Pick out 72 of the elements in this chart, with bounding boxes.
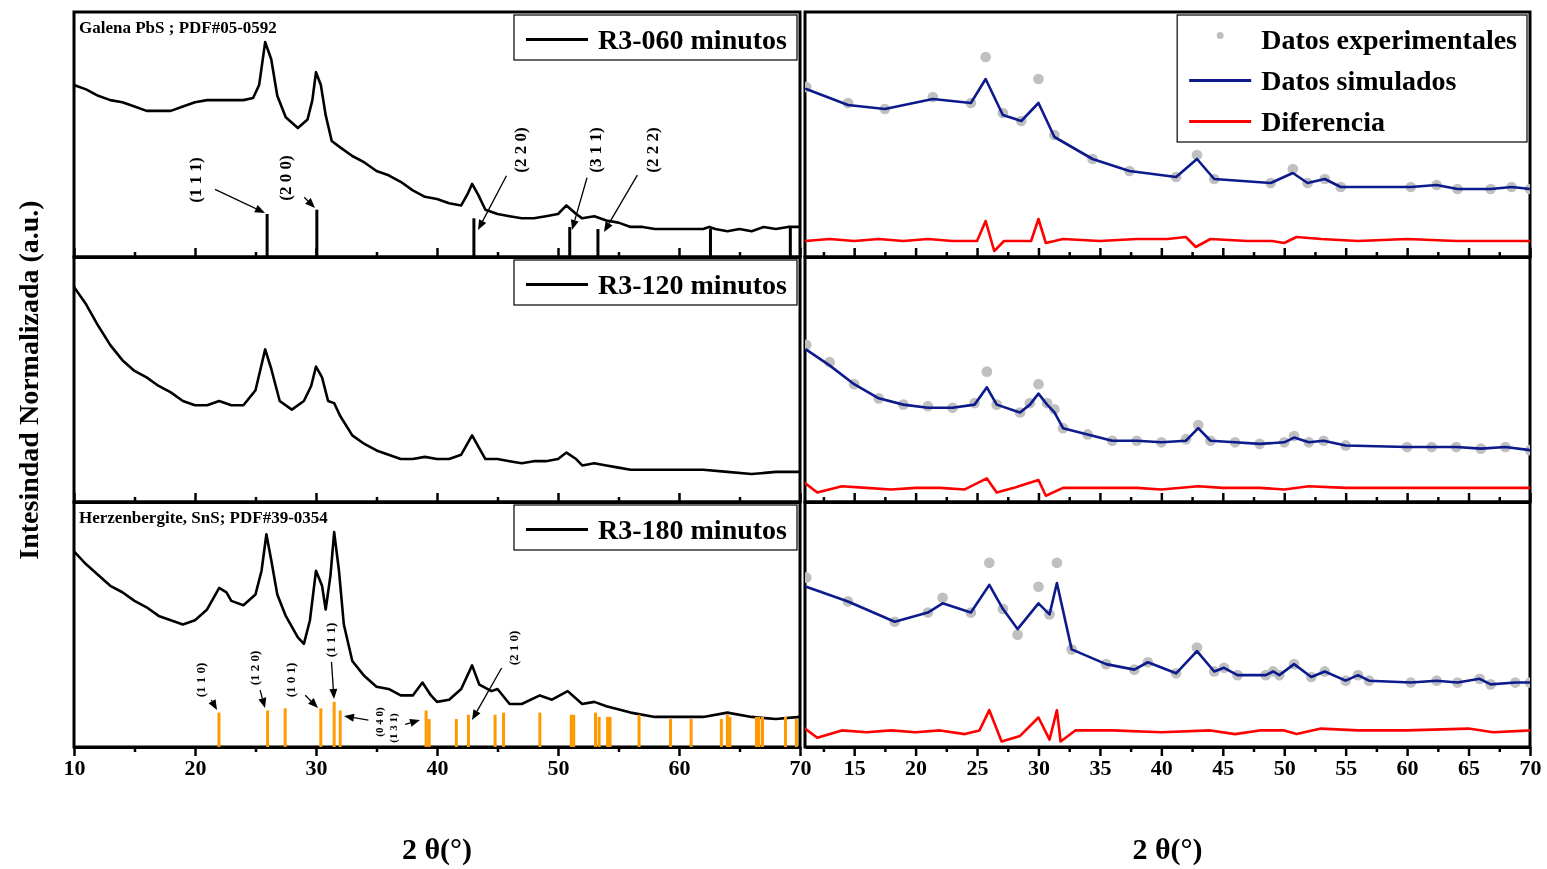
annotation: (2 0 0) bbox=[275, 155, 295, 201]
x-tick-label: 60 bbox=[668, 754, 691, 780]
x-tick-label: 55 bbox=[1335, 754, 1358, 780]
legend-label: R3-120 minutos bbox=[597, 269, 788, 300]
bar bbox=[266, 710, 270, 747]
annotation: (1 1 1) bbox=[322, 622, 338, 658]
x-tick-label: 50 bbox=[547, 754, 570, 780]
bar bbox=[217, 712, 221, 747]
legend-label: Datos experimentales bbox=[1261, 24, 1518, 55]
point bbox=[983, 557, 995, 569]
point bbox=[1191, 149, 1203, 161]
bar bbox=[719, 719, 723, 747]
x-tick-label: 25 bbox=[966, 754, 989, 780]
x-tick-label: 70 bbox=[1519, 754, 1542, 780]
annotation: (0 4 0) bbox=[373, 707, 386, 737]
x-tick-label: 20 bbox=[184, 754, 207, 780]
annotation: (2 2 2) bbox=[642, 127, 662, 173]
legend-label: R3-180 minutos bbox=[597, 514, 788, 545]
annotation: (1 0 1) bbox=[282, 662, 298, 698]
bar bbox=[689, 719, 693, 747]
text: Galena PbS ; PDF#05-0592 bbox=[79, 18, 277, 37]
annotation: (1 1 0) bbox=[192, 662, 208, 698]
annotation: (1 3 1) bbox=[387, 713, 400, 743]
bar bbox=[760, 716, 764, 747]
y-axis-title: Intesindad Normalizada (a.u.) bbox=[13, 200, 44, 560]
bar bbox=[454, 719, 458, 747]
bar bbox=[669, 719, 673, 747]
bar bbox=[283, 708, 287, 747]
bar bbox=[794, 719, 798, 747]
x-tick-label: 35 bbox=[1089, 754, 1112, 780]
point bbox=[1012, 629, 1023, 640]
x-tick-label: 30 bbox=[305, 754, 328, 780]
bar bbox=[597, 716, 601, 747]
bar bbox=[338, 710, 342, 747]
x-tick-label: 20 bbox=[905, 754, 928, 780]
point bbox=[1051, 557, 1063, 569]
x-tick-label: 65 bbox=[1458, 754, 1481, 780]
point bbox=[937, 592, 948, 604]
bar bbox=[319, 708, 323, 747]
point bbox=[1033, 73, 1044, 85]
legend-label: Datos simulados bbox=[1261, 65, 1457, 96]
annotation: (1 1 1) bbox=[185, 157, 205, 203]
bar bbox=[466, 714, 470, 747]
point bbox=[1033, 378, 1044, 390]
x-tick-label: 40 bbox=[426, 754, 449, 780]
bar bbox=[594, 712, 598, 747]
bar bbox=[538, 712, 542, 747]
annotation: (1 2 0) bbox=[246, 650, 262, 686]
point bbox=[1033, 581, 1044, 593]
x-tick-label: 40 bbox=[1150, 754, 1173, 780]
point bbox=[980, 51, 991, 63]
x-tick-label: 30 bbox=[1027, 754, 1050, 780]
x-tick-label: 70 bbox=[789, 754, 812, 780]
bar bbox=[493, 714, 497, 747]
bar bbox=[637, 714, 641, 747]
x-tick-label: 60 bbox=[1396, 754, 1419, 780]
legend-label: Diferencia bbox=[1261, 106, 1386, 137]
text: Herzenbergite, SnS; PDF#39-0354 bbox=[79, 508, 329, 527]
x-axis-title: 2 θ(°) bbox=[401, 832, 473, 866]
annotation: (2 2 0) bbox=[510, 127, 530, 173]
bar bbox=[502, 712, 506, 747]
bar bbox=[424, 710, 428, 747]
x-tick-label: 45 bbox=[1212, 754, 1235, 780]
annotation: (3 1 1) bbox=[585, 127, 605, 173]
x-tick-label: 15 bbox=[843, 754, 866, 780]
legend-label: R3-060 minutos bbox=[597, 24, 788, 55]
x-tick-label: 50 bbox=[1273, 754, 1296, 780]
bar bbox=[783, 716, 787, 747]
x-tick-label: 10 bbox=[63, 754, 86, 780]
x-axis-title: 2 θ(°) bbox=[1132, 832, 1203, 866]
annotation: (2 1 0) bbox=[505, 630, 521, 666]
point bbox=[981, 366, 993, 377]
